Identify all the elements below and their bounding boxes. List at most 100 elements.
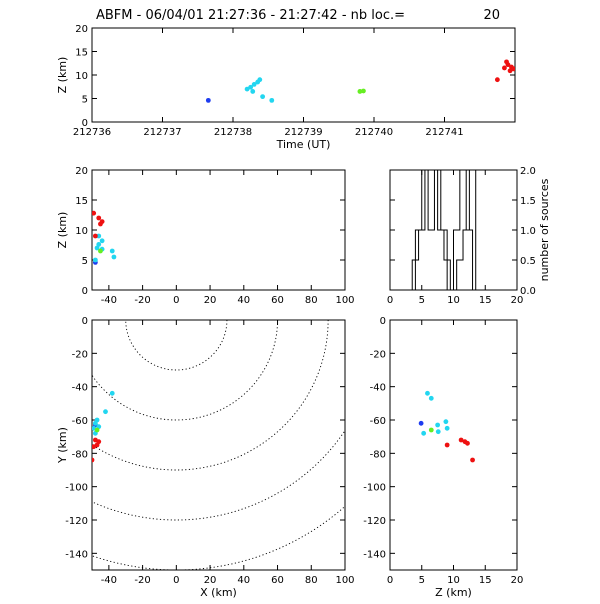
x-tick-label: 80 <box>305 575 318 586</box>
data-point <box>507 68 513 74</box>
y-tick-label: 1.5 <box>520 196 536 207</box>
data-point <box>109 248 115 254</box>
x-tick-label: 0 <box>387 575 393 586</box>
data-point <box>251 82 257 87</box>
data-point <box>96 215 102 221</box>
data-point <box>92 210 97 216</box>
data-point <box>92 233 98 239</box>
x-tick-label: 20 <box>511 575 524 586</box>
data-point <box>99 238 105 244</box>
y-tick-label: 0.0 <box>520 286 536 297</box>
y-tick-label: 2.0 <box>520 166 536 177</box>
x-tick-label: 212739 <box>284 127 322 138</box>
y-tick-label: -40 <box>72 383 88 394</box>
x-tick-label: 60 <box>271 295 284 306</box>
y-tick-label: 20 <box>75 166 88 177</box>
data-point <box>96 242 102 247</box>
data-point <box>418 420 424 426</box>
data-point <box>260 94 266 100</box>
data-point <box>205 97 211 103</box>
histogram-series-1 <box>390 169 517 291</box>
data-point <box>244 86 250 92</box>
y-axis-label: Z (km) <box>56 212 69 249</box>
x-tick-label: 100 <box>335 295 354 306</box>
panel-xz: -40 -20 0 20 40 60 80 100 0 5 10 15 20 Z (km) <box>56 166 355 306</box>
x-tick-label: 0 <box>387 295 393 306</box>
x-tick-label: -20 <box>134 575 150 586</box>
data-point <box>444 442 450 448</box>
data-point <box>109 390 115 396</box>
y-tick-label: 15 <box>75 48 88 59</box>
data-point <box>361 88 366 94</box>
data-point <box>92 444 97 450</box>
y-axis-label: number of sources <box>538 178 551 281</box>
data-point <box>250 89 256 94</box>
data-point <box>357 89 363 94</box>
y-tick-label: 5 <box>82 256 88 267</box>
histogram-series-0 <box>390 169 517 291</box>
data-point <box>494 77 500 83</box>
x-axis-label: X (km) <box>200 586 237 599</box>
x-tick-label: 20 <box>511 295 524 306</box>
y-axis-label: Z (km) <box>56 57 69 94</box>
scatter-points <box>205 59 515 103</box>
data-point <box>92 457 95 463</box>
data-point <box>444 425 450 431</box>
x-tick-label: 10 <box>447 575 460 586</box>
x-tick-label: 212737 <box>143 127 181 138</box>
y-tick-label: -60 <box>72 416 88 427</box>
scatter-points <box>92 210 117 265</box>
figure-title: ABFM - 06/04/01 21:27:36 - 21:27:42 - nb… <box>96 8 405 23</box>
data-point <box>92 257 98 263</box>
x-tick-label: 212738 <box>214 127 252 138</box>
y-tick-label: 0 <box>82 316 88 327</box>
y-tick-label: -40 <box>370 383 386 394</box>
data-point <box>425 390 430 396</box>
y-tick-label: -140 <box>363 549 386 560</box>
y-tick-label: -20 <box>72 349 88 360</box>
y-tick-label: 0.5 <box>520 256 536 267</box>
panel-xy: -40 -20 0 20 40 60 80 100 -140 -120 -100 -80 -60 -40 -… <box>56 316 355 599</box>
data-point <box>458 437 464 443</box>
x-tick-label: 100 <box>335 575 354 586</box>
data-point <box>257 77 263 83</box>
data-point <box>470 457 475 463</box>
x-tick-label: 20 <box>204 575 217 586</box>
x-tick-label: -40 <box>101 295 117 306</box>
data-point <box>94 245 100 251</box>
y-tick-label: -100 <box>65 483 88 494</box>
data-point <box>465 440 470 446</box>
y-tick-label: -60 <box>370 416 386 427</box>
x-tick-label: 40 <box>237 575 250 586</box>
data-point <box>92 420 98 426</box>
data-point <box>103 409 108 415</box>
range-ring <box>343 568 345 570</box>
scatter-points <box>418 390 475 463</box>
data-point <box>94 427 100 433</box>
data-point <box>98 248 103 254</box>
data-point <box>435 422 441 428</box>
data-point <box>421 430 427 436</box>
x-tick-label: -20 <box>134 295 150 306</box>
y-tick-label: 15 <box>75 196 88 207</box>
y-tick-label: 0 <box>82 118 88 129</box>
x-tick-label: 212741 <box>425 127 463 138</box>
data-point <box>443 419 449 425</box>
plots-group: 212736 212737 212738 212739 212740 212741 0 5 10… <box>56 24 551 599</box>
plot-frame <box>91 27 516 123</box>
panel-zy: 0 5 10 15 20 -140 -120 -100 -80 -60 -40 -20 0 Z (km) <box>363 316 523 599</box>
y-tick-label: -100 <box>363 483 386 494</box>
range-rings <box>92 320 345 570</box>
x-tick-label: 212736 <box>73 127 111 138</box>
y-tick-label: -120 <box>363 516 386 527</box>
x-tick-label: 60 <box>271 575 284 586</box>
y-tick-label: -120 <box>65 516 88 527</box>
x-tick-label: 15 <box>479 295 492 306</box>
x-tick-label: 80 <box>305 295 318 306</box>
panel-time-height: 212736 212737 212738 212739 212740 212741 0 5 10… <box>56 24 516 151</box>
plot-frame <box>91 169 346 291</box>
data-point <box>248 84 254 90</box>
x-axis-label: Time (UT) <box>276 138 331 151</box>
